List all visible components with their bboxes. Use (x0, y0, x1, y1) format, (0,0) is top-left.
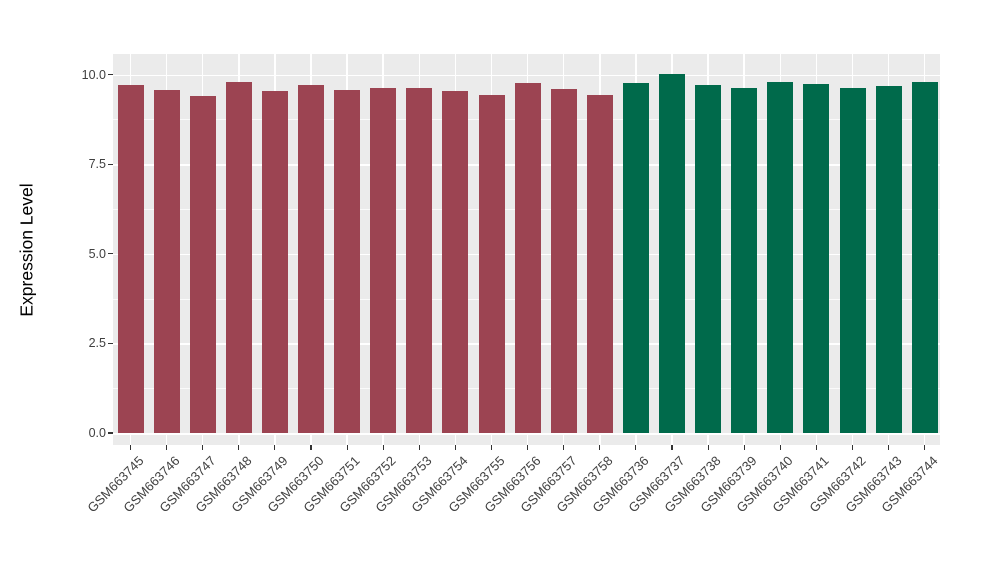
y-tick-label: 2.5 (88, 336, 106, 351)
x-tick-mark (238, 445, 240, 450)
y-tick-label: 7.5 (88, 157, 106, 172)
x-tick-mark (924, 445, 926, 450)
bar-GSM663749 (261, 91, 288, 433)
y-tick-label: 5.0 (88, 246, 106, 261)
bar-GSM663739 (731, 88, 758, 433)
x-tick-mark (346, 445, 348, 450)
bar-GSM663756 (514, 82, 541, 433)
x-tick-mark (166, 445, 168, 450)
bar-GSM663743 (875, 85, 902, 433)
y-tick-label: 0.0 (88, 426, 106, 440)
x-tick-mark (490, 445, 493, 450)
x-tick-mark (454, 445, 456, 450)
y-tick-label: 10.0 (81, 67, 106, 82)
x-tick-mark (851, 445, 854, 450)
x-tick-mark (707, 445, 709, 450)
x-tick-mark (671, 445, 673, 450)
bar-GSM663742 (839, 88, 866, 433)
bar-GSM663741 (803, 84, 830, 433)
x-tick-mark (599, 445, 601, 450)
bar-GSM663745 (117, 85, 144, 433)
gridline-major-horizontal (113, 74, 940, 77)
x-tick-mark (779, 445, 781, 450)
x-tick-mark (202, 445, 204, 450)
bar-GSM663754 (442, 91, 469, 433)
x-tick-mark (815, 445, 817, 450)
bar-GSM663740 (767, 82, 794, 433)
x-tick-mark (635, 445, 637, 450)
y-tick-mark (108, 253, 113, 255)
x-tick-mark (563, 445, 565, 450)
y-tick-mark (108, 432, 113, 434)
bar-GSM663747 (189, 96, 216, 433)
x-tick-mark (527, 445, 529, 450)
bar-GSM663755 (478, 94, 505, 433)
x-tick-mark (129, 445, 132, 450)
bar-GSM663752 (370, 87, 397, 433)
bar-GSM663737 (659, 73, 685, 433)
bar-GSM663757 (550, 89, 577, 433)
bar-GSM663738 (695, 85, 722, 433)
y-tick-mark (108, 342, 113, 344)
x-tick-mark (382, 445, 384, 450)
y-tick-mark (108, 163, 113, 165)
bar-GSM663758 (586, 95, 613, 433)
bar-GSM663753 (406, 87, 433, 433)
bar-GSM663744 (911, 82, 938, 433)
bar-GSM663748 (225, 81, 252, 433)
y-axis-title: Expression Level (16, 183, 37, 317)
x-tick-mark (274, 445, 276, 450)
bar-GSM663750 (298, 84, 324, 433)
bar-GSM663751 (334, 89, 361, 433)
x-tick-mark (418, 445, 420, 450)
x-tick-mark (743, 445, 745, 450)
gridline-major-horizontal (113, 433, 940, 435)
bar-GSM663746 (153, 90, 180, 433)
y-tick-mark (108, 74, 113, 76)
bar-GSM663736 (622, 83, 649, 433)
plot-panel (113, 54, 940, 445)
x-tick-mark (310, 445, 312, 450)
x-tick-mark (888, 445, 890, 450)
